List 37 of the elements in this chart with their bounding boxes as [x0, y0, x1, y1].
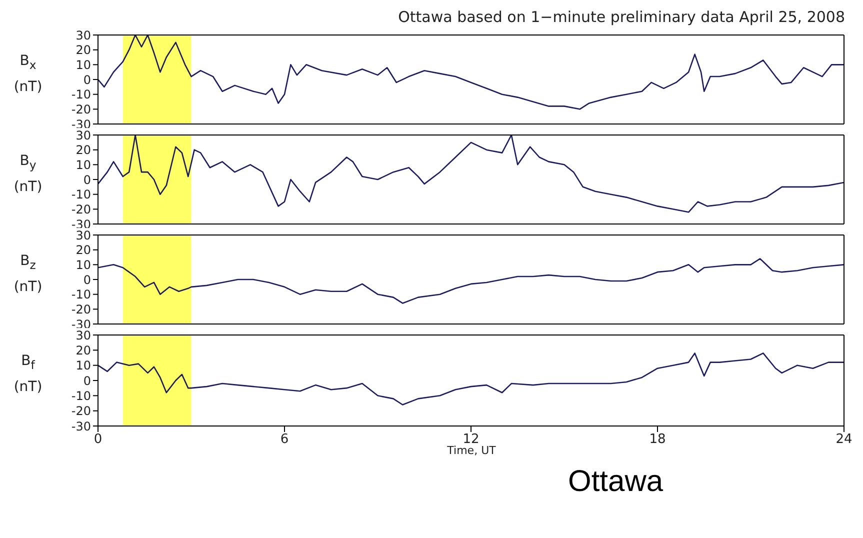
y-tick-label: 10	[76, 358, 91, 373]
y-tick-label: 30	[76, 228, 91, 242]
y-tick-label: 10	[76, 158, 91, 172]
y-tick-label: -20	[71, 404, 91, 418]
y-tick-label: 20	[76, 343, 91, 358]
y-tick-label: 30	[76, 128, 91, 142]
y-tick-label: -10	[71, 188, 91, 202]
y-tick-label: 20	[76, 143, 91, 158]
y-tick-label: 0	[83, 172, 91, 187]
y-axis-title: B$_{y}$ (nT)	[12, 152, 44, 197]
y-axis-title: B$_{x}$ (nT)	[12, 52, 44, 97]
y-tick-label: -30	[71, 419, 91, 434]
x-tick-label: 18	[649, 432, 666, 448]
x-tick-label: 0	[94, 432, 102, 448]
y-tick-label: 30	[76, 328, 91, 342]
y-tick-label: 20	[76, 243, 91, 258]
y-tick-label: -10	[71, 288, 91, 302]
line-series	[98, 258, 844, 304]
y-tick-label: 10	[76, 258, 91, 272]
y-tick-label: 20	[76, 43, 91, 58]
y-tick-label: -10	[71, 388, 91, 403]
y-tick-label: -20	[71, 202, 91, 216]
x-tick-label: 24	[836, 432, 852, 448]
y-tick-label: 10	[76, 58, 91, 72]
y-tick-label: 30	[76, 28, 91, 42]
chart-title: Ottawa based on 1−minute preliminary data April 25, 2008	[397, 8, 845, 28]
y-tick-label: -10	[71, 88, 91, 102]
y-tick-label: 0	[83, 374, 91, 388]
y-tick-label: -20	[71, 302, 91, 316]
y-axis-title: B$_{f}$ (nT)	[12, 352, 44, 397]
y-axis-title: B$_{z}$ (nT)	[12, 252, 44, 297]
y-tick-label: 0	[83, 72, 91, 87]
y-tick-label: 0	[83, 272, 91, 287]
y-tick-label: -20	[71, 102, 91, 116]
x-tick-label: 6	[280, 432, 289, 448]
text: Ottawa	[568, 465, 664, 498]
line-series	[98, 352, 844, 406]
